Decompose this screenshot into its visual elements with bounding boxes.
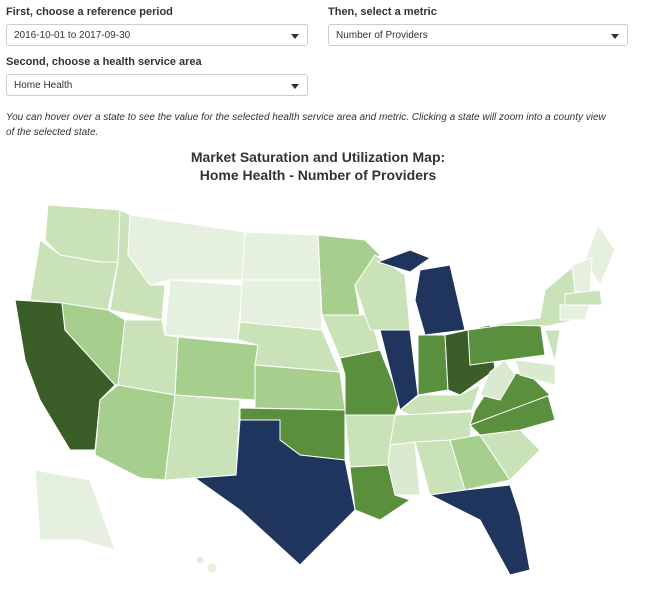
state[interactable] — [428, 484, 531, 576]
area-label: Second, choose a health service area — [6, 56, 202, 68]
state[interactable] — [164, 394, 241, 481]
period-label: First, choose a reference period — [6, 6, 173, 18]
state[interactable] — [571, 257, 593, 293]
state[interactable] — [195, 555, 205, 565]
area-select[interactable]: Home Health — [6, 74, 308, 96]
state[interactable] — [559, 304, 591, 321]
metric-label: Then, select a metric — [328, 6, 437, 18]
state[interactable] — [127, 214, 246, 286]
state[interactable] — [354, 254, 411, 331]
state[interactable] — [34, 469, 116, 551]
state[interactable] — [417, 334, 449, 396]
state[interactable] — [164, 279, 243, 341]
metric-select[interactable]: Number of Providers — [328, 24, 628, 46]
map-title: Market Saturation and Utilization Map: — [191, 149, 445, 165]
state[interactable] — [241, 231, 321, 281]
state[interactable] — [584, 223, 616, 287]
state[interactable] — [344, 414, 396, 468]
map-title: Home Health - Number of Providers — [200, 167, 437, 183]
state[interactable] — [387, 441, 421, 496]
map: Market Saturation and Utilization Map: H… — [14, 149, 616, 576]
state[interactable] — [514, 359, 556, 386]
description: You can hover over a state to see the va… — [6, 112, 606, 138]
states — [14, 204, 616, 576]
period-select[interactable]: 2016-10-01 to 2017-09-30 — [6, 24, 308, 46]
state[interactable] — [467, 319, 546, 366]
state[interactable] — [254, 364, 346, 411]
state[interactable] — [206, 562, 218, 574]
state[interactable] — [376, 249, 432, 273]
state[interactable] — [544, 329, 561, 363]
state[interactable] — [414, 264, 466, 336]
state[interactable] — [239, 279, 323, 331]
state[interactable] — [174, 336, 259, 401]
state[interactable] — [94, 384, 176, 481]
state[interactable] — [479, 359, 516, 401]
state[interactable] — [564, 289, 603, 306]
